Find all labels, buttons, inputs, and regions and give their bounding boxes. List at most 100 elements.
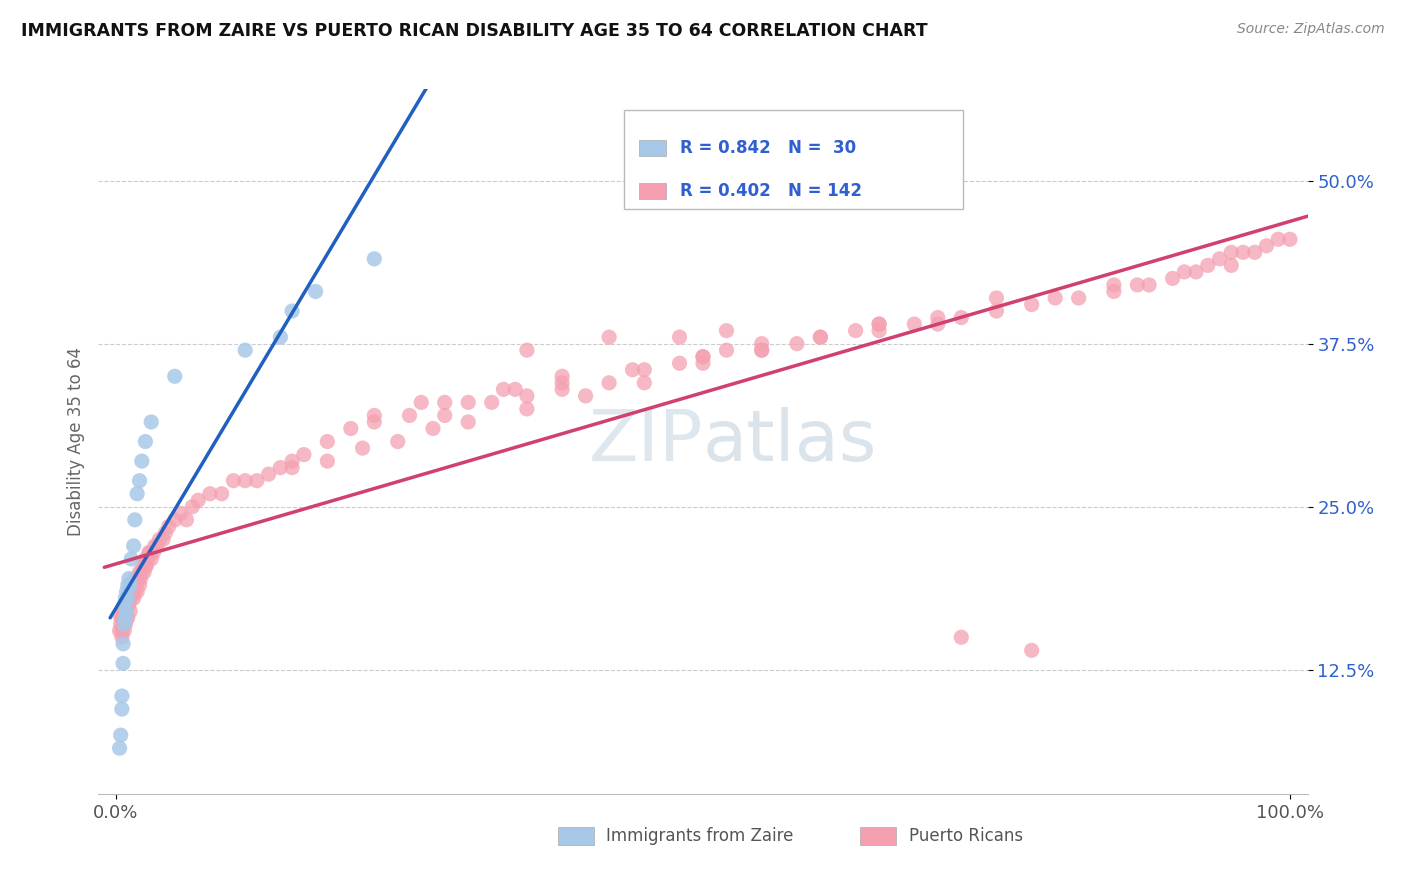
Point — [135, 558, 157, 573]
Point — [692, 350, 714, 364]
Point — [233, 343, 256, 358]
Point — [128, 565, 150, 579]
Point — [127, 584, 149, 599]
Point — [786, 336, 808, 351]
Point — [128, 578, 150, 592]
Point — [117, 591, 139, 606]
Point — [111, 610, 134, 624]
Point — [127, 487, 149, 501]
Point — [927, 310, 949, 325]
Point — [114, 610, 136, 624]
Point — [986, 291, 1008, 305]
Point — [1232, 245, 1254, 260]
Point — [1278, 232, 1301, 246]
Point — [1067, 291, 1090, 305]
Point — [211, 487, 233, 501]
Point — [551, 382, 574, 396]
FancyBboxPatch shape — [860, 828, 897, 845]
Point — [139, 545, 162, 559]
Point — [120, 591, 142, 606]
Point — [115, 604, 138, 618]
Point — [122, 591, 145, 606]
Point — [845, 324, 868, 338]
Point — [120, 604, 142, 618]
Point — [114, 617, 136, 632]
Point — [124, 584, 146, 599]
Point — [411, 395, 433, 409]
Point — [124, 572, 146, 586]
Point — [1021, 297, 1043, 311]
Point — [163, 369, 186, 384]
Point — [127, 572, 149, 586]
Text: Immigrants from Zaire: Immigrants from Zaire — [606, 827, 793, 845]
Point — [118, 572, 141, 586]
Point — [115, 610, 138, 624]
Point — [112, 617, 135, 632]
Point — [141, 415, 163, 429]
Point — [422, 421, 444, 435]
Point — [110, 617, 132, 632]
Point — [110, 728, 132, 742]
Point — [114, 604, 136, 618]
Y-axis label: Disability Age 35 to 64: Disability Age 35 to 64 — [66, 347, 84, 536]
Point — [108, 741, 131, 756]
Point — [136, 552, 159, 566]
Point — [257, 467, 280, 482]
Point — [112, 604, 135, 618]
Text: R = 0.402   N = 142: R = 0.402 N = 142 — [681, 182, 862, 200]
Point — [146, 539, 169, 553]
Point — [1126, 277, 1149, 292]
Point — [121, 584, 143, 599]
Point — [110, 610, 132, 624]
Point — [950, 310, 973, 325]
Point — [950, 630, 973, 644]
Point — [269, 330, 291, 344]
Point — [120, 584, 142, 599]
Point — [281, 304, 304, 318]
Point — [138, 545, 160, 559]
Point — [352, 441, 374, 455]
Point — [304, 285, 326, 299]
Point — [112, 610, 135, 624]
Point — [120, 578, 142, 592]
Point — [1102, 285, 1125, 299]
Point — [112, 637, 135, 651]
FancyBboxPatch shape — [638, 184, 665, 199]
Point — [668, 330, 690, 344]
Point — [516, 401, 538, 416]
Point — [751, 343, 773, 358]
Point — [292, 448, 315, 462]
Point — [751, 343, 773, 358]
Point — [198, 487, 221, 501]
Point — [903, 317, 925, 331]
Point — [187, 493, 209, 508]
Point — [1137, 277, 1160, 292]
Point — [152, 533, 174, 547]
Point — [117, 591, 139, 606]
Point — [516, 343, 538, 358]
Point — [633, 363, 655, 377]
Point — [142, 545, 165, 559]
Point — [1267, 232, 1289, 246]
Point — [157, 519, 180, 533]
Point — [716, 324, 738, 338]
Point — [281, 460, 304, 475]
Point — [1021, 643, 1043, 657]
Point — [1102, 277, 1125, 292]
Point — [692, 356, 714, 370]
FancyBboxPatch shape — [638, 140, 665, 155]
Point — [516, 389, 538, 403]
Point — [598, 376, 620, 390]
Point — [115, 584, 138, 599]
Point — [868, 324, 890, 338]
Point — [927, 317, 949, 331]
Text: atlas: atlas — [703, 407, 877, 476]
Point — [112, 657, 135, 671]
Point — [112, 624, 135, 638]
Point — [668, 356, 690, 370]
Point — [551, 376, 574, 390]
Point — [129, 572, 152, 586]
Point — [363, 415, 385, 429]
Point — [1043, 291, 1066, 305]
Point — [111, 624, 134, 638]
